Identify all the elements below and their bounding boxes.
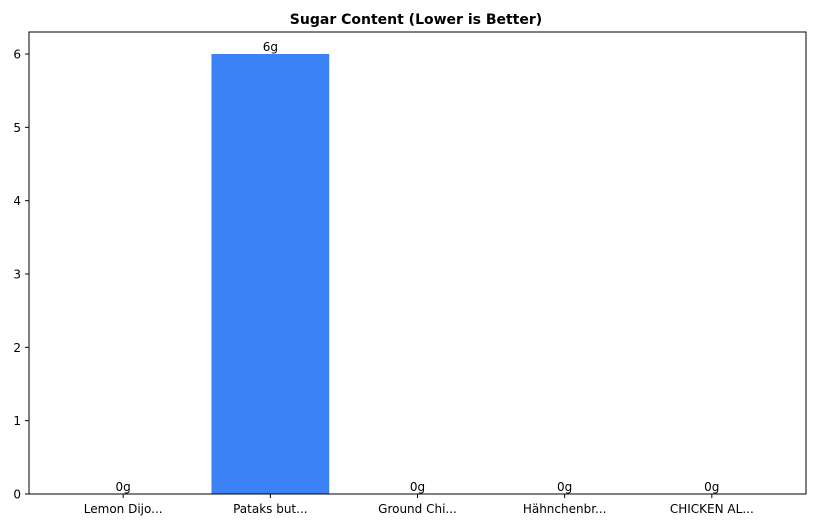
y-tick-label: 4 <box>13 194 21 208</box>
x-tick-label: Lemon Dijo... <box>84 502 163 516</box>
data-label: 0g <box>410 480 425 494</box>
y-tick-label: 1 <box>13 414 21 428</box>
y-tick-label: 5 <box>13 121 21 135</box>
chart-title: Sugar Content (Lower is Better) <box>290 12 542 28</box>
data-label: 0g <box>704 480 719 494</box>
x-tick-label: Pataks but... <box>233 502 308 516</box>
x-tick-label: Hähnchenbr... <box>523 502 607 516</box>
x-tick-label: CHICKEN AL... <box>670 502 754 516</box>
data-label: 0g <box>557 480 572 494</box>
x-tick-label: Ground Chi... <box>378 502 457 516</box>
bar <box>211 54 330 494</box>
plot-frame <box>28 31 807 495</box>
data-label: 6g <box>263 40 278 54</box>
y-tick-label: 0 <box>13 488 21 502</box>
y-tick-label: 6 <box>13 48 21 62</box>
y-tick-label: 2 <box>13 341 21 355</box>
data-label: 0g <box>116 480 131 494</box>
y-tick-label: 3 <box>13 268 21 282</box>
